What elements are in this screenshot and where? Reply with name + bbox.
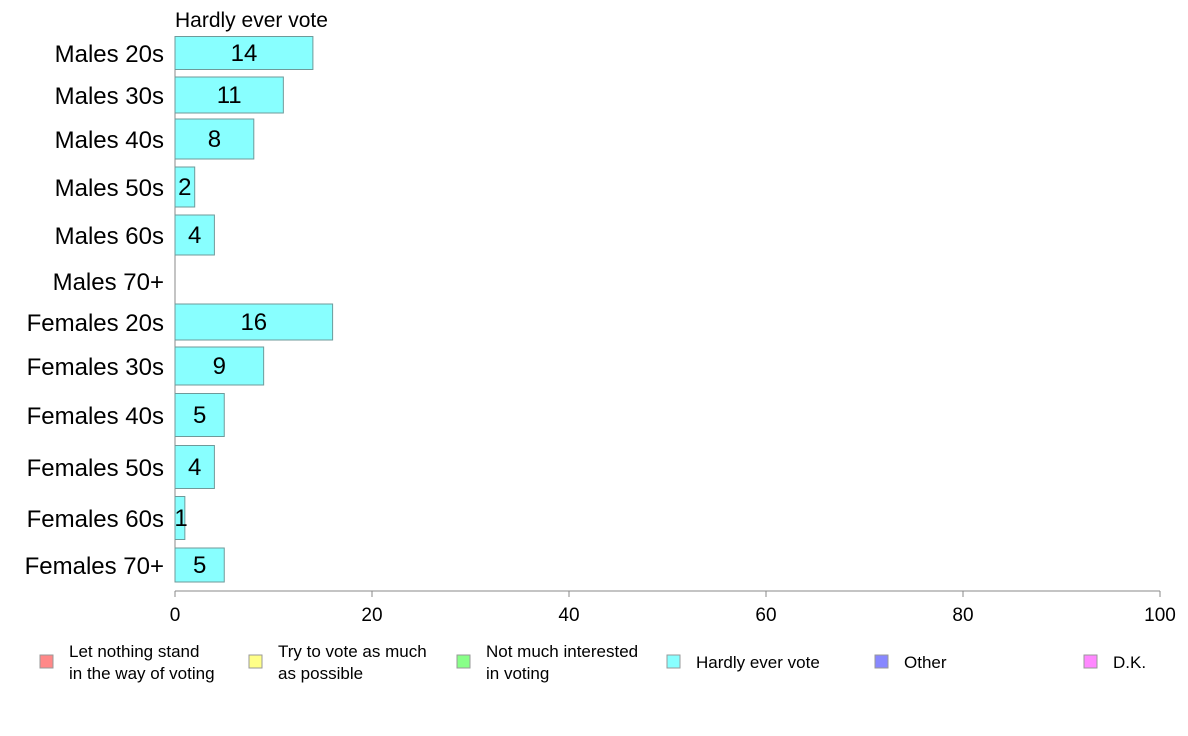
category-label: Males 40s xyxy=(55,127,164,154)
category-label: Females 20s xyxy=(27,310,164,337)
data-label: 5 xyxy=(193,552,206,579)
legend-swatch xyxy=(456,654,471,669)
data-label: 4 xyxy=(188,222,201,249)
category-label: Females 70+ xyxy=(25,553,164,580)
legend-label: Try to vote as much xyxy=(278,642,427,661)
bar-females-30s xyxy=(174,346,265,386)
legend-label: Let nothing stand xyxy=(69,642,199,661)
data-label: 2 xyxy=(178,174,191,201)
category-label: Males 70+ xyxy=(53,269,164,296)
x-tick-label: 100 xyxy=(1144,605,1176,626)
legend-swatch xyxy=(248,654,263,669)
legend-label: Other xyxy=(904,653,947,672)
category-label: Females 60s xyxy=(27,506,164,533)
legend: Let nothing stand in the way of voting Try… xyxy=(39,642,1146,683)
legend-swatch xyxy=(874,654,889,669)
bar-males-30s xyxy=(174,76,284,114)
x-tick-label: 60 xyxy=(755,605,776,626)
bar-females-40s xyxy=(174,393,225,437)
x-tick-label: 0 xyxy=(170,605,181,626)
category-label: Females 50s xyxy=(27,455,164,482)
data-label: 8 xyxy=(208,126,221,153)
panel-title: Hardly ever vote xyxy=(175,9,328,32)
category-label: Males 30s xyxy=(55,83,164,110)
bar-females-50s xyxy=(174,445,215,489)
bar-males-20s xyxy=(174,36,314,70)
legend-swatch xyxy=(1083,654,1098,669)
bar-males-60s xyxy=(174,214,215,256)
legend-label: Hardly ever vote xyxy=(696,653,820,672)
legend-label: in the way of voting xyxy=(69,664,215,683)
bar-males-50s xyxy=(174,166,196,208)
legend-label: Not much interested xyxy=(486,642,638,661)
data-label: 4 xyxy=(188,454,201,481)
data-label: 1 xyxy=(174,505,187,532)
x-axis: 0 20 40 60 80 100 xyxy=(170,590,1176,626)
legend-label: D.K. xyxy=(1113,653,1146,672)
legend-label: in voting xyxy=(486,664,549,683)
x-tick-label: 20 xyxy=(361,605,382,626)
legend-label: as possible xyxy=(278,664,363,683)
category-label: Males 60s xyxy=(55,223,164,250)
x-tick-label: 80 xyxy=(952,605,973,626)
data-label: 11 xyxy=(217,82,242,109)
legend-swatch xyxy=(39,654,54,669)
bar-females-70- xyxy=(174,547,225,583)
category-label: Males 50s xyxy=(55,175,164,202)
category-labels: Males 20s Males 30s Males 40s Males 50s Male… xyxy=(25,41,164,580)
data-label: 9 xyxy=(213,353,226,380)
x-tick-label: 40 xyxy=(558,605,579,626)
bar-females-60s xyxy=(174,496,186,540)
category-label: Females 40s xyxy=(27,403,164,430)
bar-females-20s xyxy=(174,303,334,341)
data-label: 14 xyxy=(231,40,258,67)
data-label: 5 xyxy=(193,402,206,429)
bar-males-40s xyxy=(174,118,255,160)
legend-swatch xyxy=(666,654,681,669)
category-label: Females 30s xyxy=(27,354,164,381)
category-label: Males 20s xyxy=(55,41,164,68)
data-label: 16 xyxy=(240,309,267,336)
